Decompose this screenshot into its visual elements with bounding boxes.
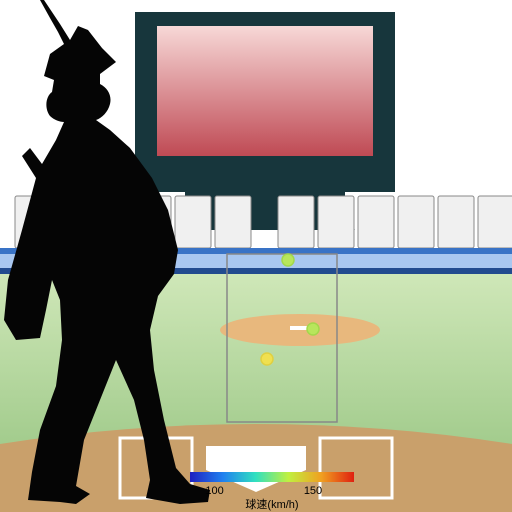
legend-tick: 100 [205,485,223,497]
stand-seat [358,196,394,248]
pitch-marker [282,254,294,266]
stand-seat [398,196,434,248]
legend-tick: 150 [304,485,322,497]
pitch-marker [307,323,319,335]
stand-seat [175,196,211,248]
scoreboard-screen [157,26,373,156]
stand-seat [215,196,251,248]
stand-seat [318,196,354,248]
stand-seat [278,196,314,248]
stand-seat [478,196,512,248]
pitch-location-chart: 100 150 球速(km/h) [0,0,512,512]
stand-seat [438,196,474,248]
legend-label: 球速(km/h) [245,497,298,511]
legend-colorbar [190,472,354,482]
pitch-marker [261,353,273,365]
